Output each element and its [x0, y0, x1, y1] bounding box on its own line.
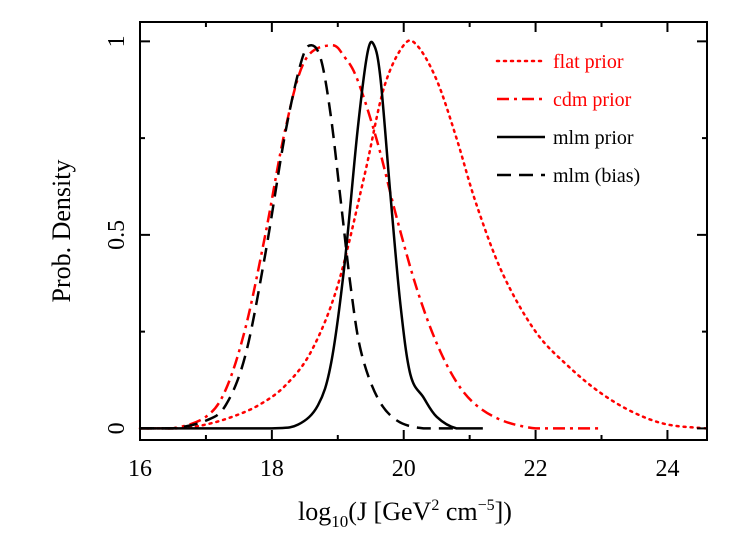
- x-axis-label: log10(J [GeV2 cm−5]): [298, 497, 512, 531]
- y-axis-label: Prob. Density: [47, 160, 76, 303]
- series-layer: [138, 39, 709, 430]
- plot-frame: [139, 21, 708, 441]
- series-line-cdm-prior: [140, 43, 602, 430]
- legend-label: cdm prior: [553, 89, 632, 111]
- x-tick-label: 24: [655, 456, 679, 482]
- x-tick-label: 20: [392, 456, 416, 482]
- legend-label: mlm prior: [553, 127, 634, 149]
- y-tick-label: 0: [104, 422, 130, 434]
- x-tick-label: 18: [260, 456, 284, 482]
- series-line-mlm-prior: [140, 40, 483, 430]
- y-tick-label: 1: [104, 35, 130, 47]
- legend: flat prior cdm prior mlm prior mlm (bias): [495, 51, 640, 187]
- legend-label: flat prior: [553, 51, 624, 73]
- legend-label: mlm (bias): [553, 165, 640, 187]
- x-tick-label: 16: [128, 456, 152, 482]
- ticks-layer: 16 18 20 22 24 0 0.5 1: [104, 22, 707, 482]
- series-line-mlm-bias: [140, 43, 457, 430]
- x-tick-label: 22: [524, 456, 548, 482]
- series-line-flat-prior: [138, 39, 709, 430]
- y-tick-label: 0.5: [104, 220, 130, 250]
